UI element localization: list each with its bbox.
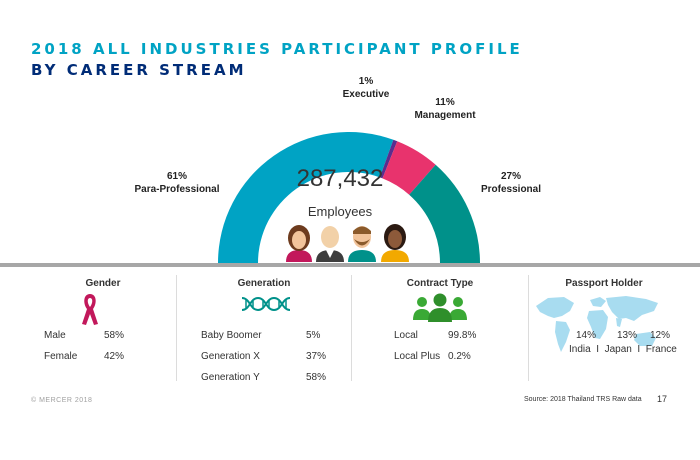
panel-separator xyxy=(351,275,352,381)
donut-slice-management xyxy=(382,141,436,195)
generation-x-label: Generation X xyxy=(201,351,260,362)
label-executive: 1% Executive xyxy=(336,75,396,101)
label-professional: 27% Professional xyxy=(476,170,546,196)
person-woman-icon xyxy=(286,225,312,262)
generation-y-value: 58% xyxy=(306,372,327,383)
person-bald-man-icon xyxy=(316,226,344,262)
contract-local-value: 99.8% xyxy=(448,330,477,341)
passport-india-value: 14% xyxy=(576,330,597,341)
world-map-icon xyxy=(536,296,658,352)
label-para-professional-pct: 61% xyxy=(166,171,187,182)
label-professional-name: Professional xyxy=(480,184,542,195)
total-employees-value: 287,432 xyxy=(296,165,384,192)
contract-type-panel: Contract Type Local 99.8% Local Plus 0.2… xyxy=(352,272,528,386)
ribbon-icon xyxy=(82,294,98,325)
generation-y-label: Generation Y xyxy=(201,372,260,383)
copyright-text: © MERCER 2018 xyxy=(31,397,93,404)
panel-separator xyxy=(176,275,177,381)
label-professional-pct: 27% xyxy=(500,171,521,182)
contract-type-title: Contract Type xyxy=(406,278,474,289)
passport-holder-title: Passport Holder xyxy=(565,278,643,289)
gender-panel: Gender Male 58% Female 42% xyxy=(30,272,176,386)
donut-slice-executive xyxy=(379,139,398,179)
label-executive-name: Executive xyxy=(342,89,390,100)
label-para-professional-name: Para-Professional xyxy=(134,184,220,195)
passport-countries: India I Japan I France xyxy=(569,344,677,355)
gender-male-value: 58% xyxy=(104,330,125,341)
person-bearded-man-icon xyxy=(348,226,376,262)
passport-holder-panel: Passport Holder 14% 13% 12% India I Japa… xyxy=(529,272,679,386)
donut-slice-para-professional xyxy=(218,132,394,263)
generation-panel: Generation Baby Boomer 5% Generation X 3… xyxy=(177,272,351,386)
page-number: 17 xyxy=(657,394,668,404)
page-title: 2018 ALL INDUSTRIES PARTICIPANT PROFILE xyxy=(31,40,523,58)
total-employees-label: Employees xyxy=(307,204,373,219)
section-divider xyxy=(0,263,700,267)
label-executive-pct: 1% xyxy=(358,76,374,87)
label-para-professional: 61% Para-Professional xyxy=(132,170,222,196)
contract-local-label: Local xyxy=(394,330,418,341)
passport-japan-value: 13% xyxy=(617,330,638,341)
panel-separator xyxy=(528,275,529,381)
people-group-icon xyxy=(413,293,467,322)
source-text: Source: 2018 Thailand TRS Raw data xyxy=(524,396,642,403)
generation-baby-boomer-value: 5% xyxy=(306,330,321,341)
generation-baby-boomer-label: Baby Boomer xyxy=(201,330,262,341)
gender-female-value: 42% xyxy=(104,351,125,362)
employees-people-icon xyxy=(286,224,409,262)
page-subtitle: BY CAREER STREAM xyxy=(31,61,247,79)
gender-title: Gender xyxy=(85,278,121,289)
label-management-name: Management xyxy=(414,110,476,121)
contract-local-plus-value: 0.2% xyxy=(448,351,471,362)
label-management-pct: 11% xyxy=(435,97,455,108)
label-management: 11% Management xyxy=(410,96,480,122)
donut-slice-professional xyxy=(409,164,480,263)
career-stream-donut-chart xyxy=(218,132,480,263)
gender-female-label: Female xyxy=(44,351,78,362)
contract-local-plus-label: Local Plus xyxy=(394,351,441,362)
generation-title: Generation xyxy=(237,278,291,289)
dna-icon xyxy=(241,296,291,312)
passport-france-value: 12% xyxy=(650,330,671,341)
gender-male-label: Male xyxy=(44,330,66,341)
generation-x-value: 37% xyxy=(306,351,327,362)
person-woman-dark-icon xyxy=(381,224,409,262)
